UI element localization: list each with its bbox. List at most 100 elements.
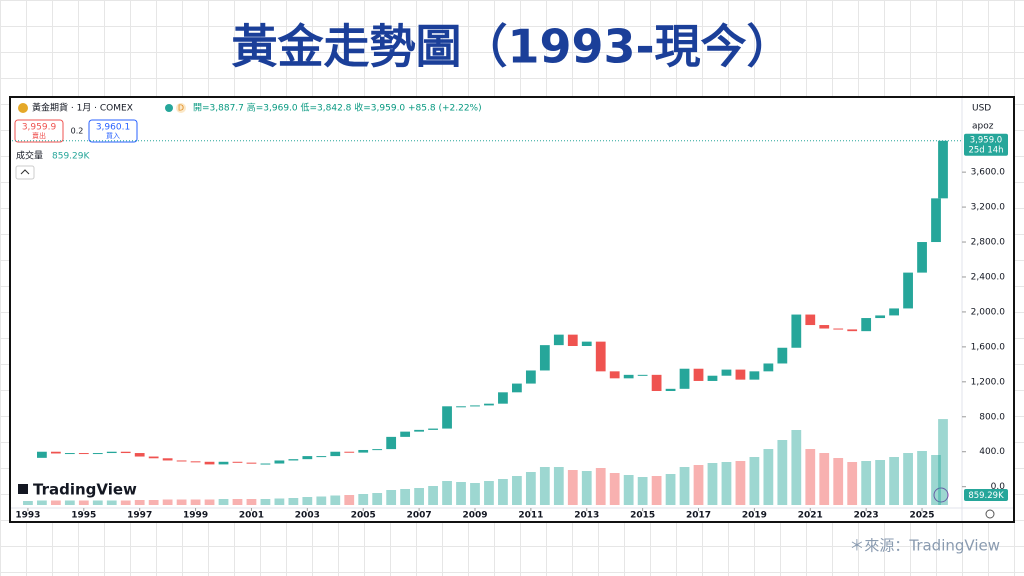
volume-bar xyxy=(218,499,229,505)
candle xyxy=(623,374,634,379)
buy-button[interactable] xyxy=(88,119,138,143)
candle xyxy=(176,460,187,462)
volume-bar xyxy=(23,501,33,505)
volume-bar xyxy=(903,453,913,505)
x-tick-label: 2017 xyxy=(686,511,711,521)
candle xyxy=(665,388,676,392)
x-tick-label: 2005 xyxy=(351,511,376,521)
x-tick-label: 2003 xyxy=(295,511,320,521)
volume-bar xyxy=(721,462,732,505)
x-tick-label: 1997 xyxy=(127,511,152,521)
candle xyxy=(819,325,830,329)
volume-bar xyxy=(512,476,522,505)
candle xyxy=(749,371,760,380)
volume-bar xyxy=(37,500,47,505)
candle xyxy=(498,392,508,404)
candle xyxy=(274,460,285,464)
candle xyxy=(316,456,327,458)
x-tick-label: 1999 xyxy=(183,511,208,521)
candle xyxy=(442,406,452,429)
buy-label: 買入 xyxy=(106,132,120,140)
candle xyxy=(484,403,494,406)
countdown: 25d 14h xyxy=(968,145,1003,155)
scale-mode: apoz xyxy=(972,122,994,132)
candle xyxy=(903,272,913,309)
volume-bar xyxy=(330,495,341,505)
candle xyxy=(735,369,746,380)
spread: 0.2 xyxy=(71,127,84,136)
source: ＊來源：TradingView xyxy=(849,537,1000,555)
volume-bar xyxy=(651,476,662,505)
x-tick-label: 1995 xyxy=(71,511,96,521)
y-tick-label: 1,600.0 xyxy=(971,342,1006,352)
candle xyxy=(721,369,732,376)
badge: D xyxy=(178,104,184,113)
ohlc: 開=3,887.7 高=3,969.0 低=3,842.8 收=3,959.0 … xyxy=(193,102,482,114)
candle xyxy=(889,308,899,316)
last-price-tag xyxy=(964,133,1008,156)
candle xyxy=(456,406,466,408)
volume-bar xyxy=(931,455,941,505)
collapse-button[interactable] xyxy=(15,165,35,180)
x-tick-label: 2021 xyxy=(798,511,823,521)
volume-bar xyxy=(386,490,397,505)
candle xyxy=(581,341,592,347)
volume-bar xyxy=(316,496,327,505)
y-tick-label: 3,600.0 xyxy=(971,168,1006,178)
volume-bar xyxy=(581,471,592,505)
candle xyxy=(512,383,522,393)
x-tick-label: 2001 xyxy=(239,511,264,521)
candle xyxy=(931,198,941,243)
settings-icon[interactable] xyxy=(985,509,995,519)
volume-bar xyxy=(735,461,746,505)
volume-bar xyxy=(442,481,452,505)
symbol-icon xyxy=(18,103,28,113)
volume-bar xyxy=(120,500,131,505)
x-tick-label: 2011 xyxy=(518,511,543,521)
volume-bar xyxy=(288,498,299,505)
candle xyxy=(162,458,173,461)
volume-bar xyxy=(679,467,690,505)
volume-tag xyxy=(964,489,1008,501)
candle xyxy=(386,436,397,450)
volume-tag-label: 859.29K xyxy=(968,491,1004,501)
volume-bar xyxy=(763,449,774,505)
volume-bar xyxy=(609,473,620,505)
volume-bar xyxy=(162,499,173,505)
x-tick-label: 2019 xyxy=(742,511,767,521)
candle xyxy=(190,461,201,463)
y-tick-label: 2,800.0 xyxy=(971,238,1006,248)
sell-button[interactable] xyxy=(14,119,64,143)
volume-bar xyxy=(428,486,438,505)
volume-bar xyxy=(358,494,369,505)
volume-bar xyxy=(847,462,858,505)
volume-bar xyxy=(567,470,578,505)
x-tick-label: 2009 xyxy=(462,511,487,521)
volume-bar xyxy=(749,457,760,505)
candle xyxy=(414,429,424,432)
x-tick-label: 2013 xyxy=(574,511,599,521)
candle xyxy=(50,451,61,454)
volume-bar xyxy=(665,474,676,505)
y-tick-label: 800.0 xyxy=(979,412,1005,422)
candle xyxy=(120,451,131,454)
candle xyxy=(567,334,578,347)
alert-icon[interactable] xyxy=(933,487,949,503)
volume-bar xyxy=(148,500,159,505)
candle xyxy=(372,449,383,451)
collapse-icon xyxy=(20,169,30,175)
candle xyxy=(525,370,536,384)
currency: USD xyxy=(972,104,991,114)
volume-bar xyxy=(302,497,313,505)
symbol: 黃金期貨 · 1月 · COMEX xyxy=(32,102,133,114)
volume-bar xyxy=(246,499,257,505)
volume-bar xyxy=(470,483,480,505)
volume-bar xyxy=(861,461,872,505)
candle xyxy=(693,368,704,381)
candle xyxy=(37,451,47,458)
candle xyxy=(609,371,620,379)
y-tick-label: 2,400.0 xyxy=(971,272,1006,282)
volume-bar xyxy=(938,419,948,505)
candle xyxy=(875,315,886,319)
